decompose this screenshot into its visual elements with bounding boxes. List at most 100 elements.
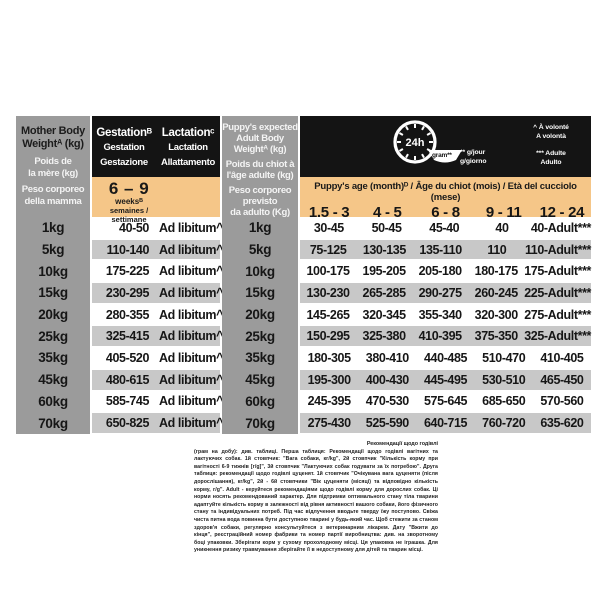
- weight-label: 60kg: [38, 393, 68, 409]
- age-column-header: 4 - 5: [373, 204, 402, 221]
- legend-adult: *** Adulte Adulto: [536, 150, 566, 166]
- amount: 150-295: [306, 329, 350, 344]
- amount: 440-485: [423, 350, 468, 365]
- amount: 130-230: [306, 285, 350, 300]
- amount: 325-380: [362, 329, 406, 344]
- mother-weight-title-en: Mother Body Weightᴬ (kg): [21, 125, 85, 150]
- weight-label: 35kg: [38, 350, 68, 366]
- table-row: 30-45 50-45 45-40 40 40-Adult***: [300, 217, 592, 239]
- gestation-amount: 40-50: [119, 220, 149, 235]
- puppy-weight-labels: 1kg 5kg 10kg 15kg 20kg 25kg 35kg 45kg 60…: [222, 217, 298, 434]
- gestation-lactation-header: Gestationᴮ Gestation Gestazione Lactatio…: [92, 116, 220, 177]
- table-row: 110-140 Ad libitum^: [92, 238, 224, 261]
- table-row: 585-745 Ad libitum^: [92, 391, 224, 413]
- weight-label: 20kg: [38, 307, 68, 323]
- amount: 135-110: [419, 242, 462, 257]
- amount: 45-40: [429, 220, 460, 235]
- gestation-weeks-unit: weeksᴮ: [115, 197, 143, 206]
- table-row: 175-225 Ad libitum^: [92, 260, 224, 282]
- puppy-feeding-table: 30-45 50-45 45-40 40 40-Adult*** 75-125 130-1…: [300, 217, 591, 434]
- gestation-amount: 280-355: [105, 307, 149, 322]
- amount: 510-470: [482, 350, 526, 365]
- amount: 320-345: [362, 307, 406, 322]
- gestation-amount: 175-225: [105, 264, 149, 279]
- gestation-amount: 405-520: [105, 350, 149, 365]
- mother-weight-title-fr: Poids de la mère (kg): [28, 156, 78, 179]
- gestation-column-header: Gestationᴮ Gestation Gestazione: [92, 116, 156, 177]
- gestation-amount: 650-825: [105, 416, 149, 431]
- mother-weight-labels: 1kg 5kg 10kg 15kg 20kg 25kg 35kg 45kg 60…: [16, 217, 90, 434]
- weight-label: 10kg: [245, 263, 275, 279]
- age-column-header: 9 - 11: [485, 204, 522, 221]
- weight-label: 25kg: [38, 328, 68, 344]
- puppy-table-header: 24h gram** ** g/jour g/giorno ^ À volont…: [300, 116, 591, 177]
- lactation-amount: Ad libitum^: [159, 285, 224, 300]
- table-row: 325-415 Ad libitum^: [92, 325, 224, 348]
- amount: 260-245: [474, 285, 518, 300]
- puppy-weight-title-fr: Poids du chiot à l'âge adulte (kg): [225, 159, 295, 181]
- amount: 380-410: [365, 350, 409, 365]
- puppy-age-title: Puppy's age (month)ᴰ / Âge du chiot (moi…: [314, 181, 577, 203]
- amount: 410-405: [540, 350, 584, 365]
- table-row: 650-825 Ad libitum^: [92, 412, 224, 434]
- gestation-amount: 230-295: [105, 285, 149, 300]
- table-row: 150-295 325-380 410-395 375-350 325-Adult***: [300, 325, 591, 348]
- amount: 275-430: [307, 416, 351, 431]
- table-row: 480-615 Ad libitum^: [92, 368, 223, 391]
- lactation-amount: Ad libitum^: [159, 394, 224, 409]
- puppy-weight-title-it: Peso corporeo previsto da adulto (Kg): [228, 185, 292, 218]
- mother-weight-title-it: Peso corporeo della mamma: [21, 184, 85, 207]
- gestation-weeks-unit-fr-it: semaines / settimane: [109, 206, 149, 224]
- amount: 470-530: [365, 394, 409, 409]
- table-row: 405-520 Ad libitum^: [92, 347, 223, 369]
- amount: 180-175: [474, 264, 518, 279]
- amount: 175-Adult***: [524, 264, 591, 279]
- lactation-amount: Ad libitum^: [159, 242, 224, 257]
- table-row: 280-355 Ad libitum^: [92, 304, 223, 326]
- puppy-adult-weight-header: Puppy's expected Adult Body Weightᴬ (kg)…: [222, 116, 298, 218]
- lactation-amount: Ad libitum^: [159, 416, 224, 431]
- weight-label: 1kg: [41, 220, 65, 236]
- puppy-age-columns: 1.5 - 3 4 - 5 6 - 8 9 - 11 12 - 24: [300, 204, 591, 221]
- table-row: 75-125 130-135 135-110 110 110-Adult***: [300, 238, 591, 261]
- lactation-amount: Ad libitum^: [159, 220, 224, 235]
- amount: 640-715: [423, 416, 468, 431]
- age-column-header: 6 - 8: [431, 204, 460, 221]
- amount: 530-510: [482, 372, 526, 387]
- table-row: 130-230 265-285 290-275 260-245 225-Adult***: [300, 282, 591, 304]
- gestation-weeks-range: 6 – 9: [108, 179, 150, 198]
- mother-feeding-table: 40-50 Ad libitum^ 110-140 Ad libitum^ 175-…: [92, 217, 224, 434]
- lactation-amount: Ad libitum^: [159, 329, 224, 344]
- table-row: 230-295 Ad libitum^: [92, 282, 224, 304]
- amount: 225-Adult***: [524, 285, 591, 300]
- weight-label: 15kg: [38, 285, 68, 301]
- lactation-title-it: Allattamento: [161, 156, 215, 168]
- amount: 400-430: [365, 372, 409, 387]
- weight-label: 70kg: [245, 415, 275, 431]
- amount: 685-650: [482, 394, 526, 409]
- amount: 195-205: [362, 264, 406, 279]
- table-row: 40-50 Ad libitum^: [92, 217, 224, 239]
- mother-weight-header: Mother Body Weightᴬ (kg) Poids de la mèr…: [16, 116, 90, 207]
- gestation-amount: 585-745: [105, 394, 149, 409]
- age-column-header: 1.5 - 3: [308, 204, 350, 221]
- amount: 445-495: [423, 372, 468, 387]
- amount: 145-265: [306, 307, 350, 322]
- weight-label: 45kg: [245, 372, 275, 388]
- weight-label: 35kg: [245, 350, 275, 366]
- lactation-amount: Ad libitum^: [159, 264, 224, 279]
- footnote: Рекомендації щодо годівлі (грам на добу)…: [194, 441, 438, 555]
- puppy-adult-weight-column: Puppy's expected Adult Body Weightᴬ (kg)…: [222, 116, 298, 434]
- weight-label: 5kg: [41, 242, 65, 258]
- amount: 245-395: [307, 394, 351, 409]
- footnote-body: (грам на добу): див. таблиці. Перша табл…: [194, 448, 438, 554]
- table-row: 245-395 470-530 575-645 685-650 570-560: [300, 391, 591, 413]
- weight-label: 20kg: [245, 307, 275, 323]
- table-row: 195-300 400-430 445-495 530-510 465-450: [300, 368, 591, 391]
- amount: 635-620: [540, 416, 584, 431]
- weight-label: 1kg: [248, 220, 272, 236]
- gestation-amount: 110-140: [106, 242, 150, 257]
- table-row: 180-305 380-410 440-485 510-470 410-405: [300, 347, 591, 369]
- puppy-weight-title-en: Puppy's expected Adult Body Weightᴬ (kg): [222, 122, 298, 155]
